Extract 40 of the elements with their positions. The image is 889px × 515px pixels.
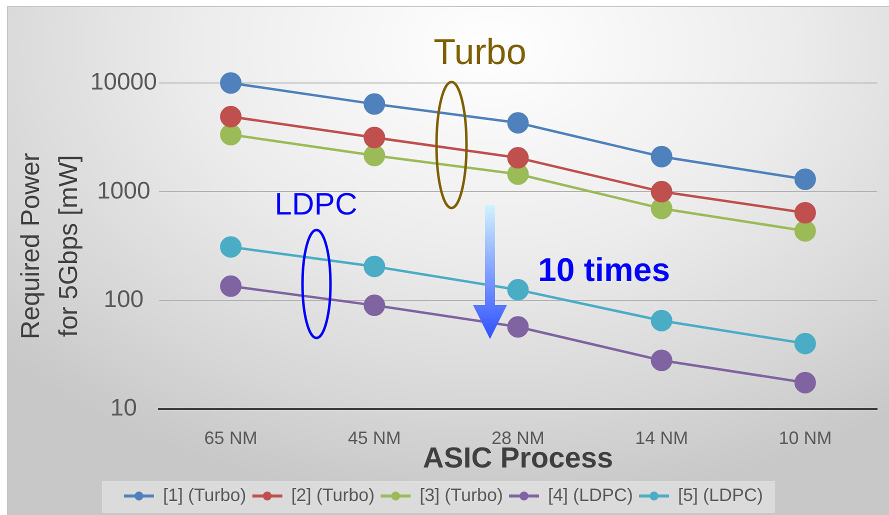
point <box>650 350 672 372</box>
y-tick-label: 10000 <box>90 68 158 96</box>
x-tick-label: 65 NM <box>204 428 258 448</box>
y-tick-label: 1000 <box>96 177 150 204</box>
point <box>507 112 529 134</box>
x-tick-label: 45 NM <box>348 428 401 448</box>
point <box>507 147 529 169</box>
x-tick-label: 10 NM <box>778 428 832 448</box>
point <box>650 180 672 202</box>
point <box>364 93 386 115</box>
legend-label: [3] (Turbo) <box>420 484 504 505</box>
point <box>364 144 386 166</box>
point <box>794 332 816 354</box>
point <box>220 275 242 297</box>
point <box>650 146 672 168</box>
point <box>220 106 242 128</box>
y-tick-label: 100 <box>104 286 144 313</box>
point <box>507 279 529 301</box>
point <box>794 372 816 394</box>
point <box>220 72 242 94</box>
point <box>507 316 529 338</box>
legend-label: [1] (Turbo) <box>162 484 246 505</box>
point <box>364 294 386 316</box>
point <box>794 202 816 224</box>
text: Turbo <box>434 30 526 72</box>
y-tick-label: 10 <box>110 394 137 422</box>
annotation: 10 times <box>538 251 670 288</box>
point <box>220 236 242 258</box>
point <box>794 220 816 242</box>
y-axis-title: Required Power for 5Gbps [mW] <box>15 152 84 340</box>
legend-label: [2] (Turbo) <box>291 484 375 505</box>
annotation: LDPC <box>274 186 358 222</box>
legend-label: [4] (LDPC) <box>548 484 634 505</box>
point <box>650 310 672 332</box>
point <box>364 126 386 148</box>
x-tick-label: 14 NM <box>635 428 688 448</box>
point <box>364 256 386 278</box>
legend-label: [5] (LDPC) <box>678 484 764 505</box>
point <box>794 168 816 190</box>
point <box>220 124 242 146</box>
